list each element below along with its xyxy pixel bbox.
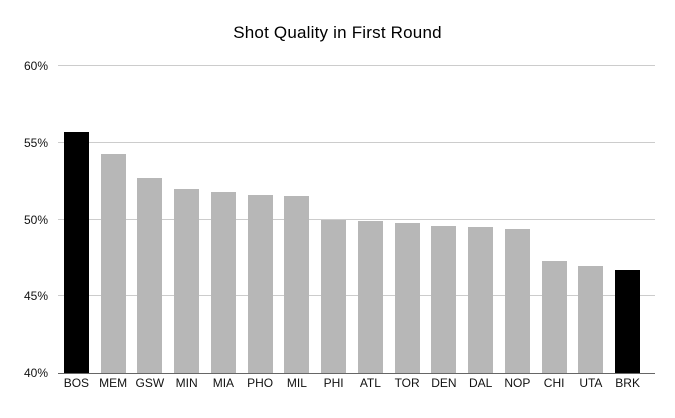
gridline-45: [58, 295, 655, 297]
bar-MEM: [100, 153, 126, 373]
x-tick-label-UTA: UTA: [579, 376, 603, 390]
bar-TOR: [394, 222, 420, 373]
x-tick-label-MIA: MIA: [212, 376, 235, 390]
y-tick-label-45: 45%: [23, 289, 48, 304]
x-tick-label-BRK: BRK: [615, 376, 640, 390]
bar-BOS: [63, 132, 89, 373]
bar-ATL: [357, 221, 383, 373]
bar-UTA: [578, 265, 604, 373]
y-axis-tick-labels: 40% 45% 50% 55% 60%: [0, 59, 48, 380]
bar-DAL: [468, 227, 494, 373]
bar-PHO: [247, 194, 273, 373]
bar-PHI: [321, 219, 347, 373]
bar-BRK: [615, 270, 641, 373]
plot-area: [58, 65, 655, 374]
x-tick-label-DAL: DAL: [468, 376, 493, 390]
x-tick-label-BOS: BOS: [63, 376, 90, 390]
x-tick-label-CHI: CHI: [543, 376, 565, 390]
bar-MIN: [174, 188, 200, 373]
x-tick-label-MEM: MEM: [99, 376, 128, 390]
bar-NOP: [504, 228, 530, 373]
gridline-55: [58, 141, 655, 143]
gridline-50: [58, 218, 655, 220]
x-axis-line: [58, 373, 655, 374]
bar-MIA: [210, 191, 236, 373]
x-tick-label-NOP: NOP: [504, 376, 531, 390]
gridline-60: [58, 65, 655, 66]
x-tick-label-MIN: MIN: [175, 376, 198, 390]
x-axis-category-labels: BOS MEM GSW MIN MIA PHO MIL PHI ATL TOR DEN DAL NOP C…: [58, 377, 646, 390]
x-tick-label-DEN: DEN: [431, 376, 457, 390]
x-tick-label-TOR: TOR: [394, 376, 420, 390]
bar-CHI: [541, 260, 567, 373]
x-tick-label-PHO: PHO: [247, 376, 274, 390]
bar-series: [58, 66, 646, 373]
y-tick-label-40: 40%: [23, 366, 48, 380]
y-tick-label-50: 50%: [23, 212, 48, 227]
bar-MIL: [284, 196, 310, 373]
chart-title: Shot Quality in First Round: [233, 23, 442, 42]
y-tick-label-60: 60%: [23, 59, 48, 73]
x-tick-label-GSW: GSW: [135, 376, 165, 390]
x-tick-label-PHI: PHI: [323, 376, 344, 390]
bar-DEN: [431, 225, 457, 373]
x-tick-label-MIL: MIL: [286, 376, 307, 390]
bar-GSW: [137, 178, 163, 373]
x-tick-label-ATL: ATL: [359, 376, 381, 390]
y-tick-label-55: 55%: [23, 135, 48, 150]
